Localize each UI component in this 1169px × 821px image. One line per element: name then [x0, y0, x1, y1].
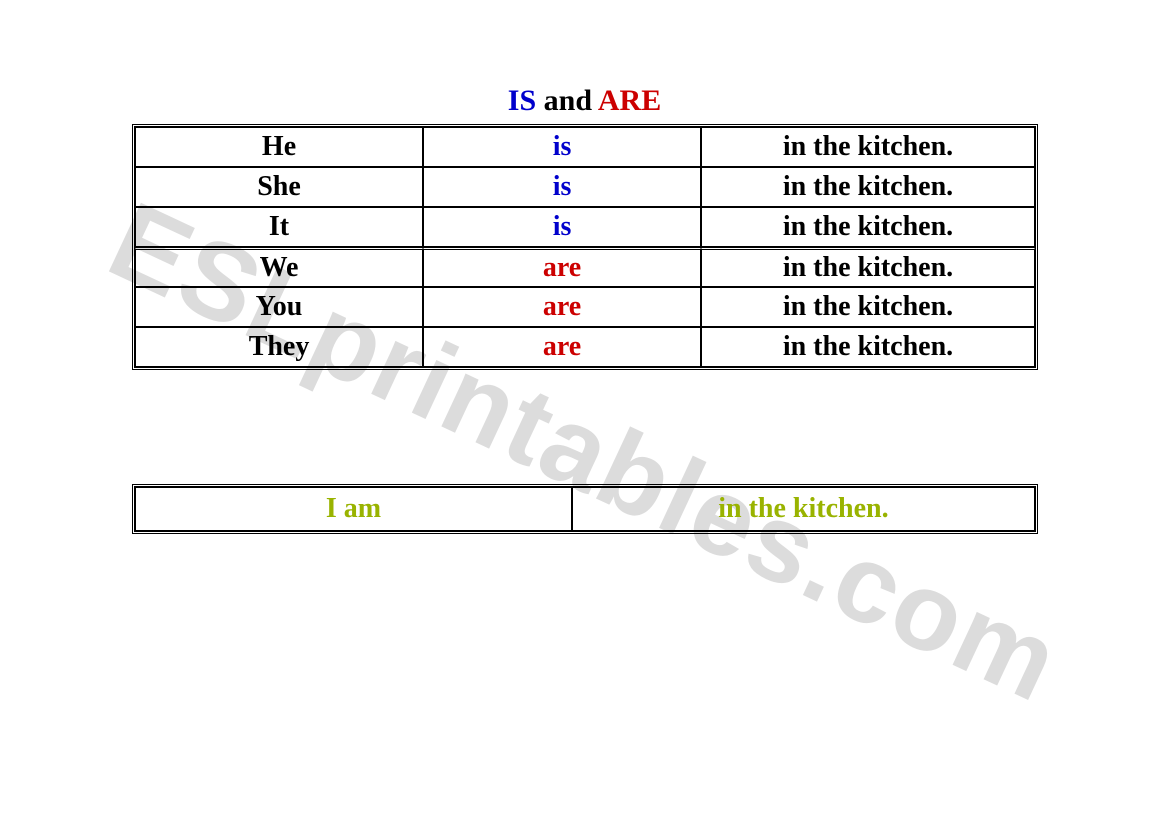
- table-row: They are in the kitchen.: [135, 327, 1035, 367]
- complement-cell: in the kitchen.: [701, 167, 1035, 207]
- subject-cell: They: [135, 327, 423, 367]
- page-title: IS and ARE: [0, 84, 1169, 118]
- i-am-table: I am in the kitchen.: [132, 484, 1038, 534]
- complement-cell: in the kitchen.: [701, 247, 1035, 287]
- subject-cell: It: [135, 207, 423, 247]
- verb-cell: is: [423, 127, 701, 167]
- complement-cell: in the kitchen.: [701, 327, 1035, 367]
- table-row: It is in the kitchen.: [135, 207, 1035, 247]
- verb-cell: are: [423, 287, 701, 327]
- complement-cell: in the kitchen.: [572, 487, 1035, 531]
- table-row: You are in the kitchen.: [135, 287, 1035, 327]
- complement-cell: in the kitchen.: [701, 207, 1035, 247]
- table-row: He is in the kitchen.: [135, 127, 1035, 167]
- complement-cell: in the kitchen.: [701, 287, 1035, 327]
- subject-cell: We: [135, 247, 423, 287]
- verb-cell: is: [423, 207, 701, 247]
- verb-cell: is: [423, 167, 701, 207]
- table-row: She is in the kitchen.: [135, 167, 1035, 207]
- table-row: We are in the kitchen.: [135, 247, 1035, 287]
- i-am-cell: I am: [135, 487, 572, 531]
- complement-cell: in the kitchen.: [701, 127, 1035, 167]
- table-row: I am in the kitchen.: [135, 487, 1035, 531]
- title-are: ARE: [598, 84, 661, 117]
- verb-cell: are: [423, 327, 701, 367]
- subject-cell: He: [135, 127, 423, 167]
- verb-cell: are: [423, 247, 701, 287]
- grammar-table: He is in the kitchen. She is in the kitc…: [132, 124, 1038, 370]
- subject-cell: She: [135, 167, 423, 207]
- title-and: and: [536, 84, 598, 117]
- worksheet-page: ESLprintables.com IS and ARE He is in th…: [0, 0, 1169, 821]
- subject-cell: You: [135, 287, 423, 327]
- title-is: IS: [508, 84, 536, 117]
